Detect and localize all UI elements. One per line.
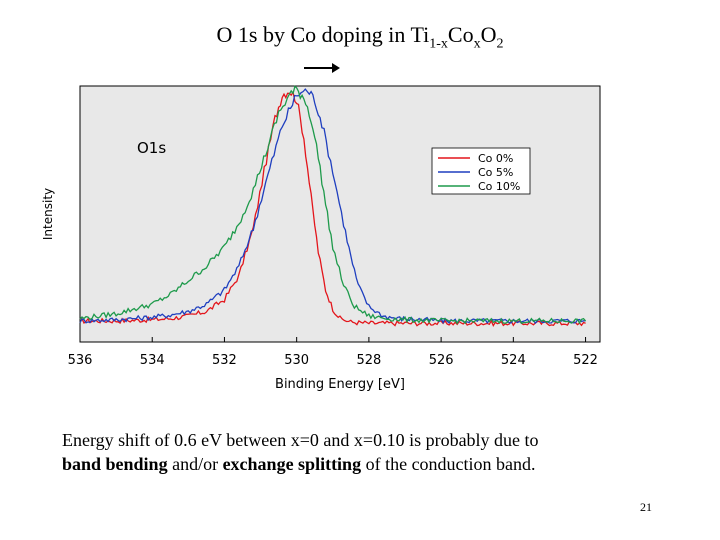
title-main: O 1s by Co doping in Ti bbox=[216, 22, 430, 47]
caption-line-1: Energy shift of 0.6 eV between x=0 and x… bbox=[62, 430, 539, 450]
title-sub-x: x bbox=[473, 36, 481, 52]
legend: Co 0%Co 5%Co 10% bbox=[431, 147, 531, 195]
caption-bold-band-bending: band bending bbox=[62, 454, 168, 474]
page-number: 21 bbox=[640, 500, 652, 514]
x-tick-label: 524 bbox=[501, 353, 526, 368]
caption: Energy shift of 0.6 eV between x=0 and x… bbox=[62, 428, 682, 476]
caption-bold-exchange-splitting: exchange splitting bbox=[222, 454, 362, 474]
x-tick-label: 534 bbox=[140, 353, 165, 368]
series-line-co-0- bbox=[79, 90, 586, 328]
caption-and-or: and/or bbox=[167, 454, 223, 474]
legend-label: Co 10% bbox=[478, 180, 520, 193]
shift-arrow-icon bbox=[304, 63, 340, 73]
xps-chart: 536 534 532 530 528 526 524 522 O1s Co 0%Co 5%C… bbox=[41, 85, 601, 392]
caption-end: of the conduction band. bbox=[361, 454, 536, 474]
title-sub-2: 2 bbox=[496, 36, 504, 52]
title-sub-1: 1-x bbox=[429, 36, 448, 52]
x-tick-label: 528 bbox=[356, 353, 381, 368]
x-tick-label: 526 bbox=[429, 353, 454, 368]
x-tick-label: 532 bbox=[212, 353, 237, 368]
title-o: O bbox=[480, 22, 497, 47]
inner-label: O1s bbox=[137, 139, 166, 157]
x-tick-label: 522 bbox=[573, 353, 598, 368]
x-axis-label: Binding Energy [eV] bbox=[275, 377, 405, 392]
series-line-co-10- bbox=[79, 85, 587, 325]
title-co: Co bbox=[447, 22, 474, 47]
x-tick-label: 530 bbox=[284, 353, 309, 368]
plot-area bbox=[79, 85, 601, 343]
y-axis-label: Intensity bbox=[41, 188, 55, 240]
caption-line-2: band bending and/or exchange splitting o… bbox=[62, 452, 682, 476]
x-tick-label: 536 bbox=[68, 353, 93, 368]
slide-title: O 1s by Co doping in Ti1-xCoxO2 bbox=[0, 22, 720, 52]
legend-label: Co 5% bbox=[478, 166, 513, 179]
legend-label: Co 0% bbox=[478, 152, 513, 165]
